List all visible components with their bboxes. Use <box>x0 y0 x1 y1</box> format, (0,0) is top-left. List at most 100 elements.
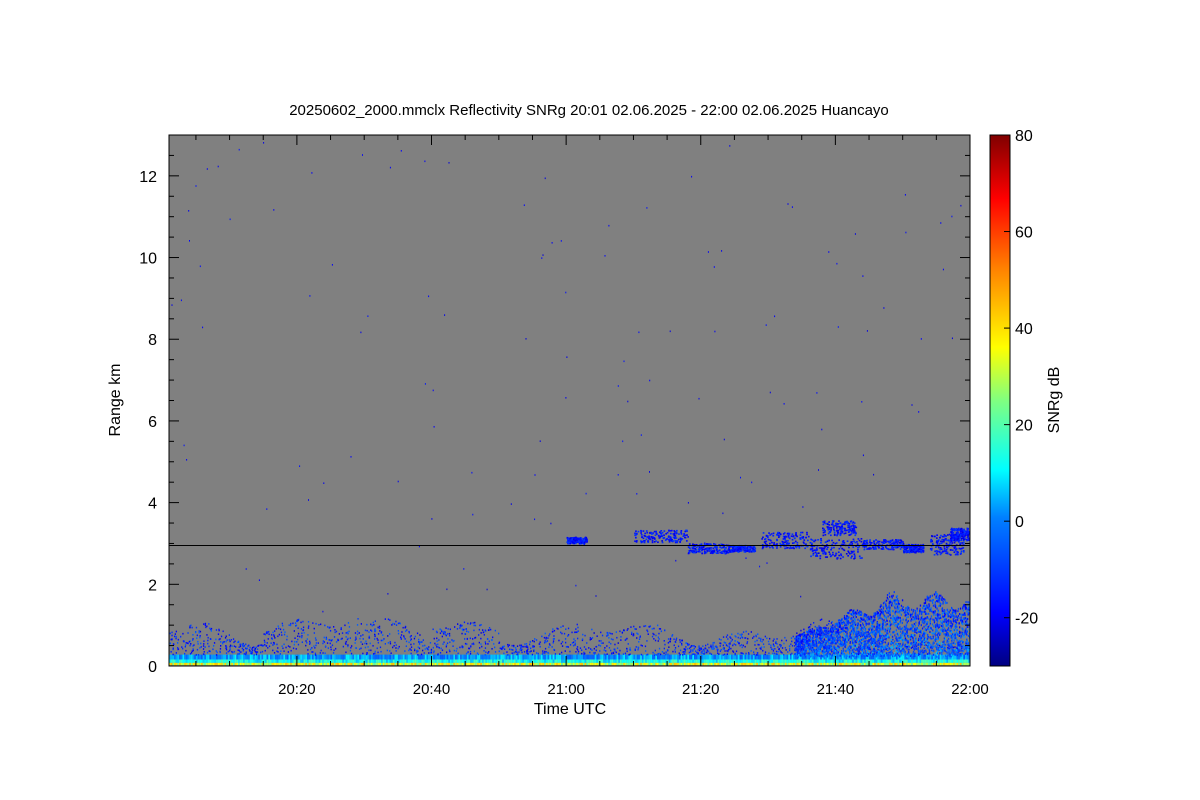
radar-cell <box>889 630 891 633</box>
radar-cell <box>736 662 738 666</box>
radar-cell <box>551 662 553 666</box>
radar-cell <box>824 655 826 658</box>
radar-cell <box>192 649 194 652</box>
radar-cell <box>245 648 248 650</box>
radar-cell <box>639 635 641 638</box>
radar-cell <box>349 659 351 663</box>
radar-cell <box>828 636 830 639</box>
radar-cell <box>861 612 863 615</box>
radar-cell <box>671 635 673 637</box>
radar-cell <box>789 649 791 652</box>
radar-cell <box>272 631 274 634</box>
radar-cell <box>519 648 521 651</box>
radar-cell <box>566 659 568 663</box>
radar-cell <box>773 638 775 640</box>
radar-cell <box>248 659 250 663</box>
radar-cell <box>294 641 296 643</box>
radar-cell <box>805 647 807 650</box>
radar-cell <box>502 645 504 648</box>
radar-cell <box>836 634 838 637</box>
radar-cell <box>526 650 529 653</box>
radar-cell <box>648 625 650 628</box>
radar-cell <box>305 640 307 642</box>
radar-cell <box>953 654 955 660</box>
radar-cell <box>820 659 822 663</box>
radar-cell <box>403 635 405 637</box>
radar-cell <box>807 652 809 655</box>
radar-cell <box>653 633 655 636</box>
radar-cell <box>434 642 436 645</box>
radar-cell <box>776 662 779 666</box>
radar-cell <box>921 653 924 656</box>
radar-cell <box>670 659 673 663</box>
radar-cell <box>290 662 292 666</box>
radar-cell <box>557 628 559 630</box>
radar-cell <box>197 659 200 663</box>
radar-cell <box>653 638 655 640</box>
radar-cell <box>557 662 560 666</box>
radar-cell <box>330 646 332 648</box>
radar-cell <box>734 654 737 660</box>
radar-cell <box>960 654 963 657</box>
radar-cell <box>953 659 955 663</box>
radar-cell <box>514 662 516 666</box>
radar-cell <box>529 643 531 646</box>
radar-cell <box>658 652 660 655</box>
radar-cell <box>719 650 721 652</box>
radar-cell <box>406 662 408 666</box>
radar-cell <box>828 642 830 645</box>
radar-cell <box>593 654 595 660</box>
radar-cell <box>829 646 831 648</box>
radar-cell <box>901 659 903 663</box>
radar-cell <box>904 653 906 656</box>
radar-cell <box>919 608 921 611</box>
radar-cell <box>862 619 864 621</box>
radar-cell <box>341 637 343 640</box>
radar-cell <box>678 652 680 654</box>
radar-cell <box>344 659 346 663</box>
radar-cell <box>544 652 546 654</box>
radar-cell <box>942 600 944 603</box>
radar-cell <box>465 654 467 660</box>
radar-cell <box>234 640 236 643</box>
radar-cell <box>775 642 777 644</box>
radar-cell <box>436 640 438 642</box>
radar-cell <box>405 645 407 647</box>
radar-cell <box>296 620 299 623</box>
radar-cell <box>952 609 954 612</box>
radar-cell <box>604 654 607 660</box>
radar-cell <box>418 641 420 643</box>
radar-cell <box>811 640 814 643</box>
radar-cell <box>885 616 888 619</box>
radar-cell <box>556 662 558 666</box>
radar-cell <box>882 624 884 627</box>
radar-cell <box>834 642 837 645</box>
radar-cell <box>397 662 400 666</box>
radar-cell <box>651 635 654 638</box>
radar-cell <box>498 641 501 644</box>
radar-cell <box>367 654 370 660</box>
radar-cell <box>192 639 194 641</box>
radar-cell <box>832 654 834 660</box>
radar-cell <box>511 644 513 647</box>
radar-cell <box>681 642 683 645</box>
radar-cell <box>244 662 247 666</box>
radar-cell <box>510 648 513 651</box>
radar-cell <box>558 639 560 642</box>
radar-cell <box>818 637 820 639</box>
radar-cell <box>771 662 774 666</box>
radar-cell <box>884 641 886 643</box>
radar-cell <box>863 632 865 634</box>
radar-cell <box>790 637 793 639</box>
radar-cell <box>839 624 841 627</box>
radar-cell <box>643 625 645 628</box>
radar-cell <box>266 659 269 663</box>
radar-cell <box>490 628 492 631</box>
radar-cell <box>523 651 526 653</box>
radar-cell <box>727 650 729 653</box>
radar-cell <box>606 654 609 660</box>
radar-cell <box>854 641 856 644</box>
radar-cell <box>897 607 899 610</box>
radar-cell <box>658 662 661 666</box>
radar-cell <box>890 651 892 653</box>
